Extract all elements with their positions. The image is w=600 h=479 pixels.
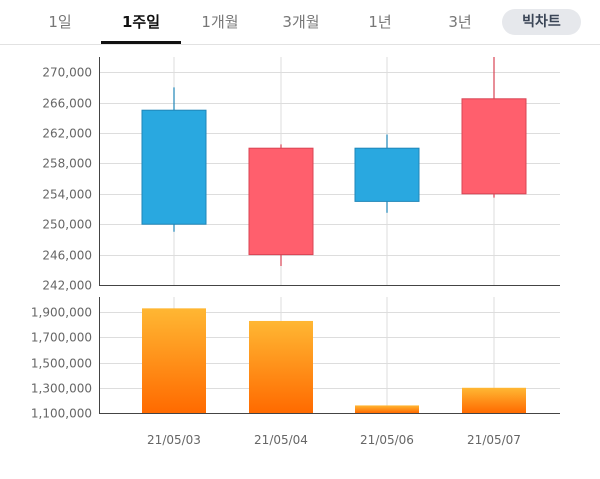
volume-bar	[462, 387, 526, 413]
volume-bars	[142, 308, 526, 413]
volume-tick-label: 1,700,000	[31, 331, 92, 345]
price-tick-label: 270,000	[42, 66, 92, 80]
price-tick-label: 250,000	[42, 218, 92, 232]
price-tick-label: 254,000	[42, 188, 92, 202]
candle-down	[354, 147, 420, 202]
price-y-axis: 242,000 246,000 250,000 254,000 258,000 262,0…	[42, 57, 560, 293]
volume-bar	[249, 320, 313, 413]
price-tick-label: 246,000	[42, 249, 92, 263]
date-tick-label: 21/05/06	[360, 433, 414, 447]
active-tab-underline	[101, 41, 181, 44]
price-tick-label: 266,000	[42, 97, 92, 111]
volume-tick-label: 1,900,000	[31, 306, 92, 320]
date-x-axis: 21/05/03 21/05/04 21/05/06 21/05/07	[147, 433, 521, 447]
tab-1-month[interactable]: 1개월	[201, 13, 239, 31]
tab-1-year[interactable]: 1년	[368, 13, 392, 31]
candle-up	[461, 98, 527, 195]
volume-y-axis: 1,100,000 1,300,000 1,500,000 1,700,000 1,90…	[31, 297, 560, 421]
big-chart-button[interactable]: 빅차트	[502, 9, 581, 35]
volume-tick-label: 1,300,000	[31, 382, 92, 396]
price-tick-label: 262,000	[42, 127, 92, 141]
tab-3-months[interactable]: 3개월	[282, 13, 320, 31]
volume-bar	[355, 405, 419, 413]
volume-tick-label: 1,500,000	[31, 357, 92, 371]
candle-up	[248, 147, 314, 256]
volume-tick-label: 1,100,000	[31, 407, 92, 421]
tab-1-week[interactable]: 1주일	[121, 13, 161, 31]
date-tick-label: 21/05/04	[254, 433, 308, 447]
period-tab-bar: 1일 1주일 1개월 3개월 1년 3년 빅차트	[0, 0, 600, 45]
date-tick-label: 21/05/03	[147, 433, 201, 447]
price-candles	[141, 57, 527, 266]
tab-1-day[interactable]: 1일	[48, 13, 72, 31]
volume-bar	[142, 308, 206, 413]
price-tick-label: 242,000	[42, 279, 92, 293]
candle-down	[141, 109, 207, 225]
tab-3-years[interactable]: 3년	[448, 13, 472, 31]
date-tick-label: 21/05/07	[467, 433, 521, 447]
price-tick-label: 258,000	[42, 157, 92, 171]
